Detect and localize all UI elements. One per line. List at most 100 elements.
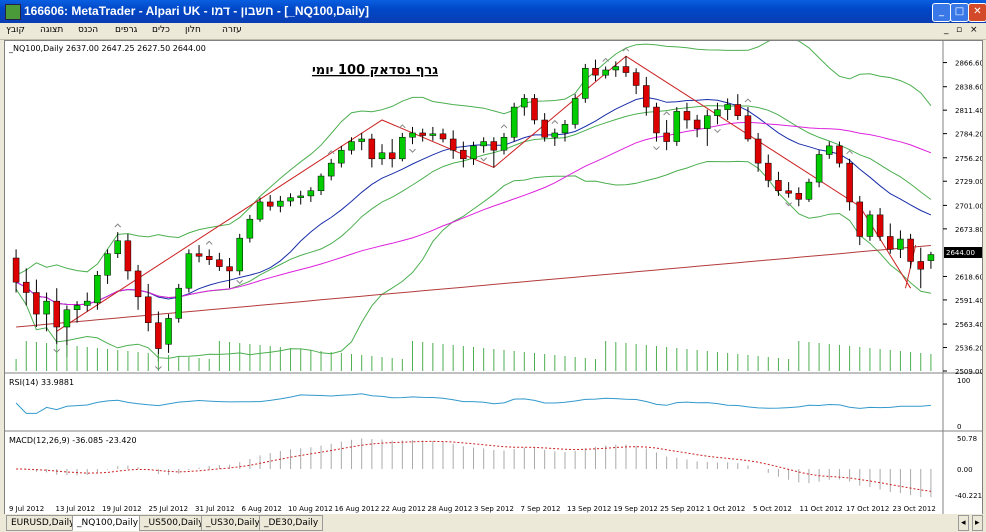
price-tick-label: 2536.20 xyxy=(955,345,982,353)
date-tick-label: 13 Sep 2012 xyxy=(567,505,611,513)
bull-candle xyxy=(277,200,284,207)
close-button[interactable]: ✕ xyxy=(968,3,986,22)
menu-item-tools[interactable]: כלים xyxy=(152,25,170,35)
bear-candle xyxy=(226,266,233,272)
rsi-tick-top: 100 xyxy=(957,377,970,385)
bear-candle xyxy=(683,111,691,121)
bull-candle xyxy=(73,305,81,311)
title-bar: 166606: MetaTrader - Alpari UK - חשבון -… xyxy=(0,0,986,23)
bear-candle xyxy=(205,256,213,260)
bull-candle xyxy=(378,152,386,160)
current-price-box xyxy=(944,247,982,258)
fast-ma-line xyxy=(15,96,932,306)
bear-candle xyxy=(216,259,223,267)
long-ma-line xyxy=(16,245,931,328)
bear-candle xyxy=(734,104,742,116)
bear-candle xyxy=(876,214,884,237)
minimize-button[interactable]: _ xyxy=(932,3,951,22)
bull-candle xyxy=(927,254,935,261)
tab-eurusd[interactable]: EURUSD,Daily xyxy=(6,515,80,531)
rsi-label: RSI(14) 33.9881 xyxy=(9,378,74,387)
price-tick-label: 2618.60 xyxy=(955,273,982,281)
doc-close-icon[interactable]: × xyxy=(970,25,978,35)
bull-candle xyxy=(704,115,711,129)
tab-us30[interactable]: _US30,Daily xyxy=(201,515,265,531)
bull-candle xyxy=(612,66,620,71)
bull-candle xyxy=(348,141,355,151)
macd-label: MACD(12,26,9) -36.085 -23.420 xyxy=(9,436,137,445)
chart-tabs: EURUSD,Daily _NQ100,Daily _US500,Daily _… xyxy=(0,514,986,532)
bear-candle xyxy=(907,238,914,262)
bear-candle xyxy=(754,138,762,164)
menu-item-insert[interactable]: הכנס xyxy=(78,25,99,35)
bear-candle xyxy=(846,162,853,203)
menu-item-charts[interactable]: גרפים xyxy=(115,25,138,35)
chart-window[interactable]: 2866.60 2838.60 2811.40 2784.20 2756.20 2729.… xyxy=(4,36,984,516)
bear-candle xyxy=(12,257,20,283)
rsi-line xyxy=(15,393,931,414)
bear-candle xyxy=(622,66,630,73)
bull-candle xyxy=(470,145,477,160)
price-tick-label: 2838.60 xyxy=(955,84,982,92)
bear-candle xyxy=(592,68,599,76)
bull-candle xyxy=(399,137,406,160)
bull-candle xyxy=(175,287,182,319)
bear-candle xyxy=(836,145,843,164)
bull-candle xyxy=(327,162,335,177)
tab-scroll-right-icon[interactable]: ▸ xyxy=(972,515,983,531)
rsi-tick-bottom: 0 xyxy=(957,423,961,431)
bull-candle xyxy=(673,111,681,142)
menu-item-view[interactable]: תצוגה xyxy=(40,25,64,35)
fractal-up-icon xyxy=(846,150,853,155)
bull-candle xyxy=(246,218,254,239)
bear-candle xyxy=(33,292,40,315)
zigzag-trendline xyxy=(56,55,912,332)
bull-candle xyxy=(409,132,416,138)
bull-candle xyxy=(866,214,874,237)
date-tick-label: 25 Jul 2012 xyxy=(149,505,189,513)
fractal-up-icon xyxy=(205,240,213,245)
date-tick-label: 17 Oct 2012 xyxy=(846,505,889,513)
bull-candle xyxy=(510,106,518,138)
bear-candle xyxy=(195,253,203,257)
tab-scroll-left-icon[interactable]: ◂ xyxy=(958,515,969,531)
tab-nq100[interactable]: _NQ100,Daily xyxy=(72,515,144,531)
price-tick-label: 2784.20 xyxy=(955,131,982,139)
bear-candle xyxy=(643,85,650,108)
fractal-up-icon xyxy=(327,150,335,155)
date-tick-label: 5 Oct 2012 xyxy=(753,505,792,513)
bull-candle xyxy=(94,275,101,304)
bull-candle xyxy=(83,300,91,306)
menu-item-help[interactable]: עזרה xyxy=(222,25,242,35)
maximize-button[interactable]: □ xyxy=(950,3,969,22)
macd-tick-zero: 0.00 xyxy=(957,466,973,474)
date-tick-label: 10 Aug 2012 xyxy=(288,505,333,513)
bear-candle xyxy=(368,138,376,160)
fractal-up-icon xyxy=(602,57,609,62)
bear-candle xyxy=(917,261,925,270)
bear-candle xyxy=(856,201,864,237)
doc-minimize-icon[interactable]: _ xyxy=(944,25,949,35)
fractal-up-icon xyxy=(744,98,752,103)
fractal-down-icon xyxy=(785,202,792,207)
price-chart[interactable]: 2866.60 2838.60 2811.40 2784.20 2756.20 2729.… xyxy=(5,36,984,515)
macd-tick-top: 50.78 xyxy=(957,435,977,443)
fractal-down-icon xyxy=(236,279,244,284)
bear-candle xyxy=(449,138,457,151)
price-tick-label: 2591.40 xyxy=(955,297,982,305)
menu-item-file[interactable]: קובץ xyxy=(6,25,25,35)
bull-candle xyxy=(571,98,579,125)
bull-candle xyxy=(165,318,172,345)
doc-restore-icon[interactable]: ▫ xyxy=(956,25,963,35)
bear-candle xyxy=(490,141,498,151)
date-tick-label: 22 Aug 2012 xyxy=(381,505,426,513)
fractal-up-icon xyxy=(114,223,122,228)
date-tick-label: 13 Jul 2012 xyxy=(56,505,96,513)
date-tick-label: 19 Jul 2012 xyxy=(102,505,142,513)
tab-de30[interactable]: _DE30,Daily xyxy=(259,515,324,531)
tab-us500[interactable]: _US500,Daily xyxy=(139,515,209,531)
price-tick-label: 2701.00 xyxy=(955,202,982,210)
bear-candle xyxy=(531,98,538,121)
date-tick-label: 25 Sep 2012 xyxy=(660,505,704,513)
menu-item-window[interactable]: חלון xyxy=(185,25,201,35)
